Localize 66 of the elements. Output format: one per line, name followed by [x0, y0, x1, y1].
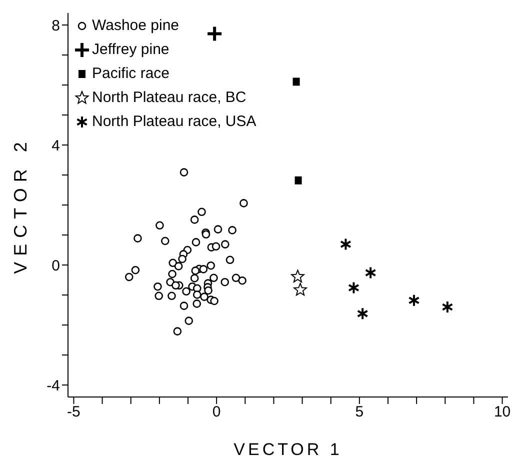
point: [220, 278, 230, 286]
point: [204, 286, 212, 295]
x-tick-label: 5: [355, 404, 364, 421]
x-tick-label: 10: [494, 404, 511, 421]
point: [199, 265, 208, 274]
point: [294, 176, 302, 184]
point: [212, 242, 220, 251]
legend-label: North Plateau race, BC: [92, 88, 246, 108]
point: [348, 281, 360, 294]
point: [124, 272, 134, 282]
y-axis-title: VECTOR 2: [10, 136, 30, 274]
point: [190, 216, 199, 224]
point: [160, 236, 170, 246]
point: [198, 208, 206, 216]
point: [182, 287, 190, 296]
x-tick-label: -5: [67, 404, 80, 421]
point: [210, 274, 218, 282]
point: [294, 282, 307, 296]
point: [184, 316, 194, 325]
point: [232, 274, 240, 282]
point: [192, 300, 202, 308]
y-tick-label: 8: [52, 17, 60, 34]
legend-label: North Plateau race, USA: [92, 112, 256, 132]
point: [172, 281, 180, 290]
point: [291, 270, 304, 282]
point: [210, 296, 218, 306]
point: [134, 234, 142, 242]
point: [206, 261, 216, 270]
legend-label: Pacific race: [92, 64, 170, 84]
legend-label: Jeffrey pine: [92, 40, 170, 60]
point: [408, 294, 420, 307]
point: [214, 225, 222, 234]
point: [190, 274, 199, 282]
x-tick-label: 0: [212, 404, 221, 421]
point: [156, 221, 164, 230]
point: [206, 25, 224, 42]
point: [168, 270, 176, 278]
y-tick-label: 4: [52, 137, 60, 154]
point: [180, 302, 188, 310]
point: [192, 238, 200, 246]
point: [180, 168, 188, 176]
point: [364, 266, 376, 280]
point: [356, 307, 368, 320]
point: [340, 238, 352, 251]
point: [173, 327, 182, 336]
legend-label: Washoe pine: [92, 16, 179, 36]
point: [192, 290, 202, 299]
point: [238, 276, 246, 285]
point: [220, 240, 230, 248]
point: [228, 226, 236, 234]
y-tick-label: -4: [46, 377, 60, 394]
point: [200, 292, 208, 301]
point: [292, 78, 300, 86]
point: [226, 256, 234, 264]
x-axis-title: VECTOR 1: [234, 440, 342, 459]
point: [154, 292, 164, 300]
point: [442, 300, 454, 314]
point: [168, 292, 176, 300]
point: [240, 199, 248, 208]
point: [168, 258, 178, 268]
point: [191, 266, 200, 275]
y-tick-label: 0: [52, 257, 60, 274]
point: [131, 266, 140, 274]
point: [174, 262, 183, 270]
point: [178, 254, 186, 264]
point: [154, 282, 162, 291]
